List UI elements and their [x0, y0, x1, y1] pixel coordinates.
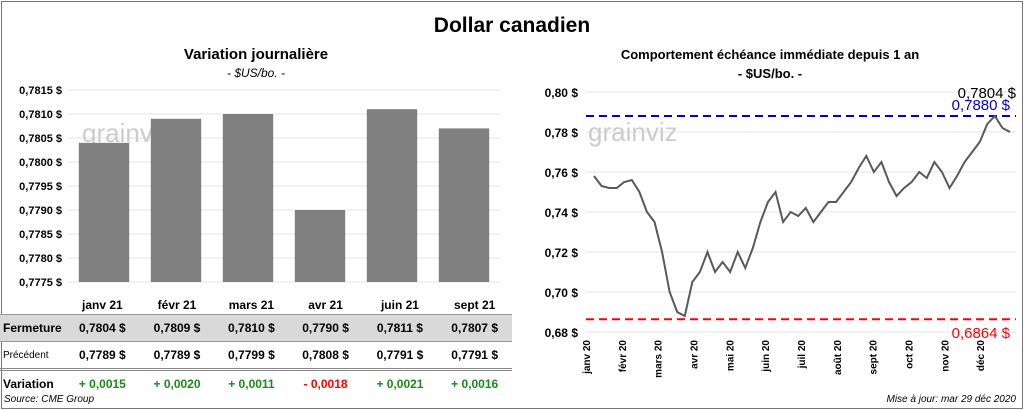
table-row: Précédent 0,7789 $0,7789 $0,7799 $0,7808…	[0, 341, 512, 371]
cell: 0,7804 $	[65, 314, 140, 342]
bar	[222, 114, 274, 282]
cell: - 0,0018	[303, 377, 348, 391]
y-tick-label: 0,76 $	[545, 166, 579, 180]
cell: 0,7790 $	[288, 314, 363, 342]
x-tick-label: nov 20	[940, 340, 951, 372]
table-row: Fermeture 0,7804 $0,7809 $0,7810 $0,7790…	[0, 314, 512, 342]
cell: 0,7789 $	[139, 341, 215, 371]
cell: 0,7791 $	[362, 341, 438, 371]
x-tick-label: oct 20	[905, 340, 916, 369]
right-chart-subtitle: - $US/bo. -	[737, 66, 803, 81]
x-tick-label: août 20	[833, 340, 844, 375]
col-header: janv 21	[81, 298, 123, 312]
bar	[438, 128, 490, 282]
y-tick-label: 0,74 $	[545, 206, 579, 220]
col-header: mars 21	[228, 298, 275, 312]
cell: 0,7799 $	[214, 341, 289, 371]
y-tick-label: 0,7810 $	[19, 109, 62, 121]
x-tick-label: juil 20	[797, 340, 808, 370]
y-tick-label: 0,7800 $	[19, 157, 62, 169]
cell: + 0,0011	[228, 377, 275, 391]
y-tick-label: 0,7815 $	[19, 85, 62, 97]
main-title: Dollar canadien	[433, 14, 591, 37]
left-chart-title: Variation journalière	[183, 46, 329, 63]
x-tick-label: juin 20	[761, 340, 772, 373]
row-label: Fermeture	[0, 314, 65, 342]
left-chart-subtitle: - $US/bo. -	[226, 66, 286, 80]
col-header: févr 21	[157, 298, 197, 312]
update-note: Mise à jour: mar 29 déc 2020	[886, 394, 1016, 405]
cell: 0,7811 $	[362, 314, 438, 342]
cell: 0,7807 $	[437, 314, 512, 342]
cell: + 0,0015	[78, 377, 126, 391]
watermark-logo: grainviz	[588, 117, 678, 147]
col-header: sept 21	[453, 298, 496, 312]
cell: 0,7808 $	[288, 341, 363, 371]
y-tick-label: 0,7795 $	[19, 181, 62, 193]
x-tick-label: déc 20	[976, 340, 987, 372]
y-tick-label: 0,72 $	[545, 246, 579, 260]
bar	[150, 118, 202, 282]
x-tick-label: mai 20	[725, 340, 736, 372]
row-label: Variation	[3, 377, 54, 391]
y-tick-label: 0,7775 $	[19, 277, 62, 289]
col-header: avr 21	[308, 298, 343, 312]
high-value-label: 0,7880 $	[952, 97, 1011, 114]
right-chart-title: Comportement échéance immédiate depuis 1…	[620, 47, 920, 62]
x-tick-label: janv 20	[582, 340, 593, 375]
cell: + 0,0021	[376, 377, 424, 391]
table-row: Variation + 0,0015 + 0,0020 + 0,0011 - 0,00…	[0, 370, 512, 398]
cell: 0,7810 $	[214, 314, 289, 342]
cell: + 0,0016	[451, 377, 499, 391]
y-tick-label: 0,7805 $	[19, 133, 62, 145]
price-line	[593, 114, 1011, 318]
bar	[294, 210, 346, 282]
x-tick-label: févr 20	[618, 340, 629, 373]
x-tick-label: mars 20	[654, 340, 665, 378]
y-tick-label: 0,7785 $	[19, 229, 62, 241]
y-tick-label: 0,70 $	[545, 286, 579, 300]
col-header: juin 21	[380, 298, 419, 312]
y-tick-label: 0,80 $	[545, 86, 579, 100]
source-note: Source: CME Group	[4, 394, 95, 405]
bar	[78, 142, 130, 282]
table-header: janv 21 févr 21 mars 21 avr 21 juin 21 sept 2…	[0, 296, 512, 315]
low-value-label: 0,6864 $	[952, 325, 1011, 342]
y-tick-label: 0,78 $	[545, 126, 579, 140]
cell: + 0,0020	[153, 377, 201, 391]
bar	[366, 109, 418, 282]
cell: 0,7791 $	[437, 341, 512, 371]
last-value-label: 0,7804 $	[958, 85, 1017, 102]
cell: 0,7809 $	[139, 314, 215, 342]
row-label: Précédent	[0, 341, 65, 371]
x-tick-label: sept 20	[869, 340, 880, 375]
x-tick-label: avr 20	[690, 340, 701, 369]
y-tick-label: 0,68 $	[545, 326, 579, 340]
quote-table: janv 21 févr 21 mars 21 avr 21 juin 21 sept 2…	[0, 296, 512, 397]
y-tick-label: 0,7790 $	[19, 205, 62, 217]
cell: 0,7789 $	[65, 341, 140, 371]
y-tick-label: 0,7780 $	[19, 253, 62, 265]
